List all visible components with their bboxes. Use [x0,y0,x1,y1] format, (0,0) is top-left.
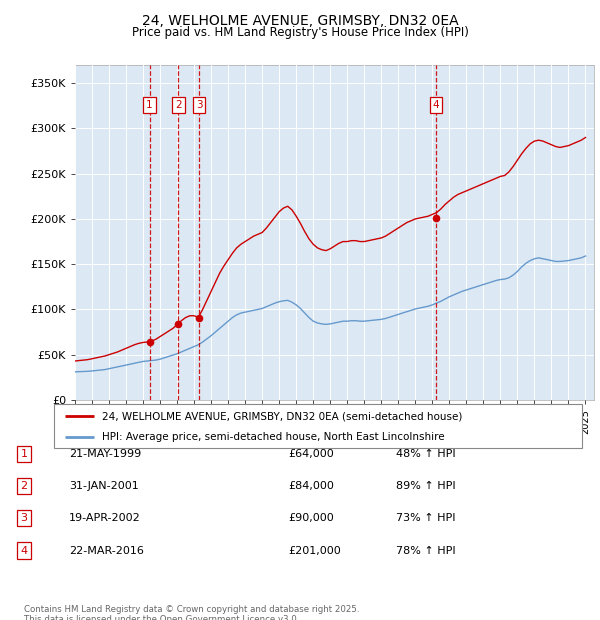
Text: £90,000: £90,000 [288,513,334,523]
Text: 22-MAR-2016: 22-MAR-2016 [69,546,144,556]
Text: 2: 2 [175,100,182,110]
Text: 24, WELHOLME AVENUE, GRIMSBY, DN32 0EA: 24, WELHOLME AVENUE, GRIMSBY, DN32 0EA [142,14,458,28]
Text: 4: 4 [20,546,28,556]
Text: 21-MAY-1999: 21-MAY-1999 [69,449,141,459]
Text: £64,000: £64,000 [288,449,334,459]
Text: 4: 4 [433,100,439,110]
Text: 78% ↑ HPI: 78% ↑ HPI [396,546,455,556]
Text: 2: 2 [20,481,28,491]
Text: 24, WELHOLME AVENUE, GRIMSBY, DN32 0EA (semi-detached house): 24, WELHOLME AVENUE, GRIMSBY, DN32 0EA (… [101,412,462,422]
Text: 73% ↑ HPI: 73% ↑ HPI [396,513,455,523]
Text: Contains HM Land Registry data © Crown copyright and database right 2025.
This d: Contains HM Land Registry data © Crown c… [24,604,359,620]
Text: £84,000: £84,000 [288,481,334,491]
Text: 31-JAN-2001: 31-JAN-2001 [69,481,139,491]
Text: 1: 1 [20,449,28,459]
Text: Price paid vs. HM Land Registry's House Price Index (HPI): Price paid vs. HM Land Registry's House … [131,26,469,39]
Text: 1: 1 [146,100,153,110]
Text: 3: 3 [20,513,28,523]
FancyBboxPatch shape [54,404,582,448]
Text: 48% ↑ HPI: 48% ↑ HPI [396,449,455,459]
Text: 19-APR-2002: 19-APR-2002 [69,513,141,523]
Text: 89% ↑ HPI: 89% ↑ HPI [396,481,455,491]
Text: £201,000: £201,000 [288,546,341,556]
Text: 3: 3 [196,100,202,110]
Text: HPI: Average price, semi-detached house, North East Lincolnshire: HPI: Average price, semi-detached house,… [101,432,444,442]
